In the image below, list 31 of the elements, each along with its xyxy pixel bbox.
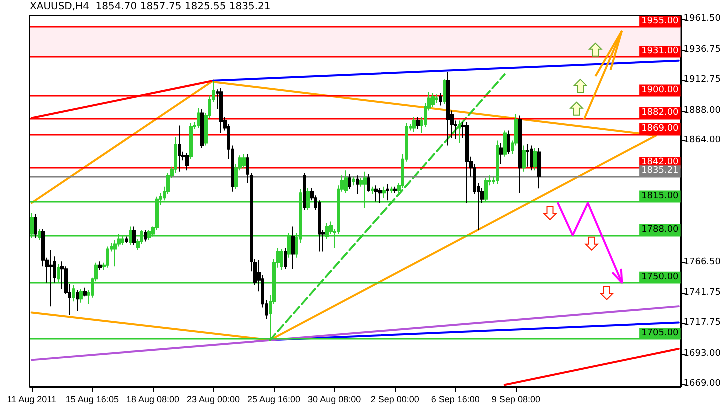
ref-line-label: 1835.21	[642, 166, 679, 176]
x-tick-label: 2 Sep 00:00	[370, 394, 420, 404]
ref-line-label: 1882.00	[642, 108, 680, 118]
x-tick-label: 18 Aug 08:00	[126, 394, 180, 404]
ref-line-label: 1705.00	[642, 328, 680, 338]
x-tick-label: 6 Sep 16:00	[431, 394, 480, 404]
x-tick-label: 25 Aug 16:00	[248, 394, 301, 404]
ref-line-label: 1900.00	[642, 85, 680, 96]
x-tick-label: 9 Sep 08:00	[492, 394, 540, 404]
ref-line-label: 1869.00	[642, 124, 680, 134]
ref-line-label: 1842.00	[642, 158, 680, 168]
y-tick-label: 1766.50	[684, 257, 722, 268]
y-tick-label: 1717.75	[684, 318, 721, 328]
x-tick-label: 23 Aug 00:00	[186, 394, 240, 404]
y-tick-label: 1936.75	[684, 44, 721, 55]
ref-line-label: 1815.00	[642, 191, 680, 202]
ref-line-label: 1750.00	[642, 272, 680, 282]
y-tick-label: 1864.00	[684, 136, 722, 146]
y-tick-label: 1912.75	[684, 74, 721, 85]
x-tick-label: 15 Aug 16:05	[66, 394, 119, 404]
ref-line-label: 1955.00	[642, 16, 680, 27]
y-tick-label: 1741.75	[684, 288, 721, 298]
chart-title: XAUUSD,H4 1854.70 1857.75 1825.55 1835.21	[30, 2, 271, 12]
y-tick-label: 1961.50	[684, 14, 722, 24]
ref-line-label: 1788.00	[642, 224, 680, 235]
x-tick-label: 30 Aug 08:00	[308, 394, 362, 404]
ref-line-label: 1931.00	[642, 46, 680, 57]
y-tick-label: 1888.00	[684, 106, 722, 116]
x-tick-label: 11 Aug 2011	[7, 394, 56, 404]
y-tick-label: 1693.00	[684, 348, 722, 359]
y-tick-label: 1669.00	[684, 378, 722, 389]
